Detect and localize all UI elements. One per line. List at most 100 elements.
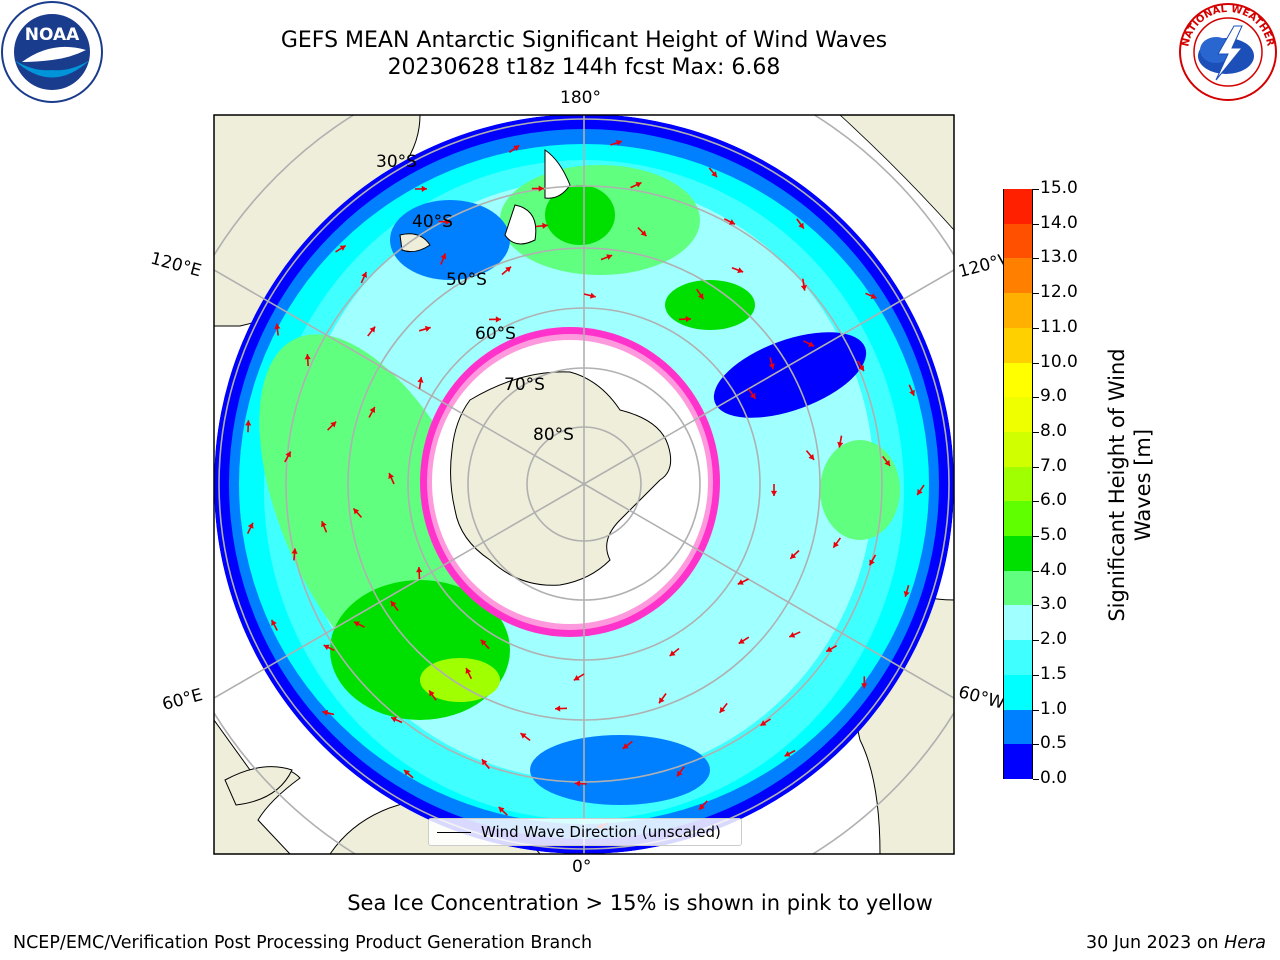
footer-host: Hera — [1224, 933, 1266, 953]
colorbar-tick-label: 11.0 — [1040, 316, 1078, 337]
wind-wave-arrowhead — [416, 567, 423, 573]
wind-wave-arrowhead — [320, 521, 327, 528]
wind-wave-arrowhead — [245, 420, 252, 426]
colorbar-segment — [1004, 500, 1032, 537]
wind-wave-arrowhead — [917, 488, 923, 495]
wind-wave-arrowhead — [800, 285, 807, 291]
colorbar-tick-label: 3.0 — [1040, 594, 1068, 615]
wind-wave-arrowhead — [837, 441, 844, 448]
wind-wave-arrowhead — [669, 650, 676, 657]
wind-wave-arrowhead — [870, 293, 877, 299]
wind-wave-arrowhead — [573, 674, 580, 681]
wind-wave-arrowhead — [339, 245, 346, 251]
lat-label-80s: 80°S — [533, 425, 574, 445]
wind-wave-arrowhead — [790, 553, 797, 559]
wind-wave-arrowhead — [417, 377, 424, 383]
colorbar-tick-mark — [1033, 397, 1039, 399]
footer-credit: NCEP/EMC/Verification Post Processing Pr… — [13, 933, 593, 953]
colorbar-tick-label: 0.5 — [1040, 733, 1068, 754]
colorbar-tick-label: 7.0 — [1040, 455, 1068, 476]
wind-wave-arrowhead — [789, 631, 796, 638]
wind-wave-arrowhead — [861, 683, 868, 689]
wind-wave-arrowhead — [697, 293, 704, 300]
wind-wave-arrowhead — [738, 638, 745, 644]
wind-wave-arrowhead — [542, 222, 548, 229]
wind-wave-arrowhead — [481, 759, 488, 766]
wind-wave-arrowhead — [808, 341, 815, 347]
wind-wave-arrowhead — [369, 326, 376, 333]
wind-wave-arrowhead — [505, 266, 512, 273]
wind-wave-arrowhead — [711, 171, 717, 178]
wind-wave-arrowhead — [719, 706, 726, 713]
wind-wave-arrowhead — [388, 473, 395, 479]
wind-wave-arrowhead — [480, 639, 487, 646]
lat-label-70s: 70°S — [504, 375, 545, 395]
wind-wave-arrowhead — [391, 716, 398, 723]
wind-wave-arrowhead — [304, 354, 311, 360]
footer-date: 30 Jun 2023 on Hera — [1086, 933, 1266, 953]
wind-wave-arrowhead — [699, 803, 705, 810]
colorbar-segment — [1004, 396, 1032, 432]
colorbar-tick-mark — [1033, 327, 1039, 329]
colorbar-tick-label: 1.0 — [1040, 698, 1068, 719]
colorbar-segment — [1004, 466, 1032, 502]
colorbar-tick-label: 6.0 — [1040, 490, 1068, 511]
colorbar-segment — [1004, 327, 1032, 363]
lat-label-40s: 40°S — [412, 212, 453, 232]
wind-wave-arrowhead — [826, 646, 833, 652]
wind-wave-arrowhead — [909, 389, 915, 396]
colorbar-tick-mark — [1033, 223, 1039, 225]
wind-wave-arrowhead — [808, 453, 815, 460]
wind-wave-arrowhead — [322, 709, 329, 716]
wind-wave-arrowhead — [903, 591, 910, 597]
wind-wave-arrowhead — [869, 559, 875, 566]
colorbar-tick-mark — [1033, 674, 1039, 676]
wind-wave-arrowhead — [884, 459, 891, 466]
colorbar-segment — [1004, 223, 1032, 259]
wind-wave-arrowhead — [369, 406, 376, 413]
wind-wave-arrowhead — [606, 254, 613, 261]
colorbar-tick-label: 12.0 — [1040, 282, 1078, 303]
wind-wave-arrowhead — [513, 145, 520, 151]
chart-title: GEFS MEAN Antarctic Significant Height o… — [280, 28, 888, 53]
lat-label-60s: 60°S — [475, 324, 516, 344]
colorbar-tick-mark — [1033, 640, 1039, 642]
colorbar-segment — [1004, 535, 1032, 571]
colorbar-tick-mark — [1033, 431, 1039, 433]
colorbar-segment — [1004, 674, 1032, 710]
colorbar-tick-label: 15.0 — [1040, 178, 1078, 198]
colorbar-segment — [1004, 431, 1032, 467]
wind-wave-arrowhead — [760, 720, 767, 726]
wind-wave-arrowhead — [729, 219, 736, 225]
wind-wave-arrowhead — [589, 292, 596, 299]
colorbar-segment — [1004, 570, 1032, 606]
colorbar-segment — [1004, 188, 1032, 224]
wind-wave-arrowhead — [749, 392, 756, 399]
colorbar-tick-mark — [1033, 501, 1039, 503]
wind-wave-arrows — [245, 139, 925, 829]
colorbar-label: Significant Height of Wind Waves [m] — [1105, 348, 1155, 622]
colorbar-segment — [1004, 604, 1032, 641]
wind-wave-arrowhead — [685, 316, 691, 323]
wind-wave-arrowhead — [353, 621, 360, 627]
wind-wave-arrowhead — [498, 806, 505, 813]
colorbar-tick-mark — [1033, 709, 1039, 711]
wind-wave-arrowhead — [271, 619, 277, 626]
legend-label: Wind Wave Direction (unscaled) — [481, 823, 721, 841]
wind-wave-arrowhead — [833, 541, 839, 548]
wind-wave-arrowhead — [353, 508, 360, 515]
wind-wave-arrowhead — [555, 705, 561, 712]
wind-wave-arrowhead — [784, 751, 791, 757]
wind-wave-arrowhead — [323, 644, 330, 651]
colorbar-tick-label: 5.0 — [1040, 525, 1068, 546]
colorbar-segment — [1004, 257, 1032, 294]
map-frame — [213, 114, 955, 855]
land-antarctica — [450, 371, 672, 586]
land-new-zealand — [504, 149, 571, 245]
colorbar-tick-mark — [1033, 362, 1039, 364]
footer-date-text: 30 Jun 2023 on — [1085, 933, 1225, 953]
wind-wave-arrowhead — [285, 451, 291, 458]
colorbar-segment — [1004, 292, 1032, 328]
wind-wave-arrowhead — [737, 267, 744, 274]
colorbar-tick-mark — [1033, 536, 1039, 538]
